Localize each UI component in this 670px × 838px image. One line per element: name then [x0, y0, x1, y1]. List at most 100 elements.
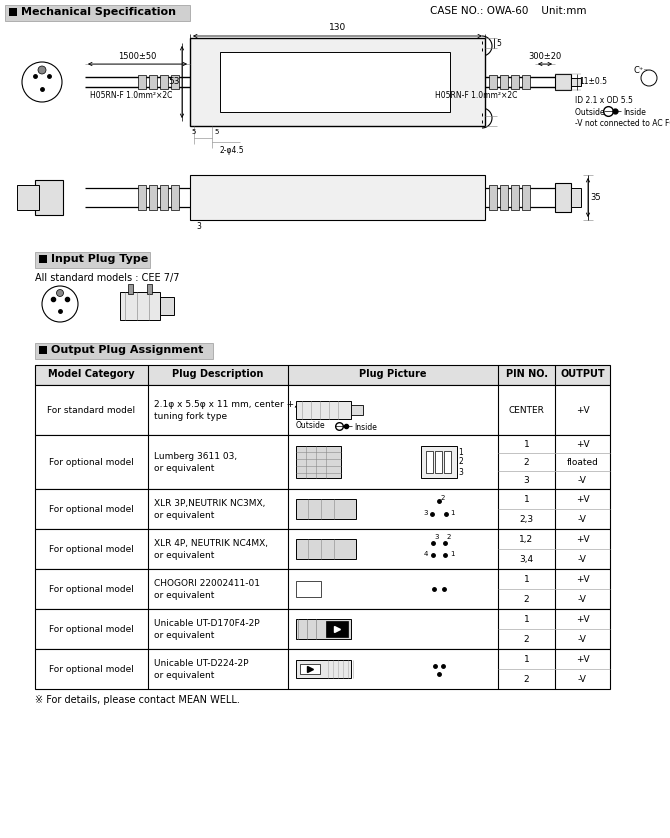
Text: For optional model: For optional model — [49, 584, 134, 593]
Bar — [522, 185, 530, 210]
Bar — [351, 405, 363, 415]
Bar — [555, 74, 571, 90]
Text: 3: 3 — [434, 534, 439, 540]
Text: 1,2: 1,2 — [519, 535, 533, 544]
Text: -V: -V — [578, 515, 587, 524]
Text: or equivalent: or equivalent — [154, 670, 214, 680]
Text: 1: 1 — [524, 494, 529, 504]
Bar — [35, 252, 150, 268]
Text: XLR 4P, NEUTRIK NC4MX,: XLR 4P, NEUTRIK NC4MX, — [154, 539, 268, 547]
Bar — [171, 185, 179, 210]
Text: 35: 35 — [590, 193, 600, 202]
Bar — [160, 297, 174, 315]
Text: 300±20: 300±20 — [529, 52, 561, 61]
Bar — [35, 365, 610, 385]
Text: Unicable UT-D224-2P: Unicable UT-D224-2P — [154, 659, 249, 668]
Text: Outside: Outside — [296, 421, 326, 430]
Text: PIN NO.: PIN NO. — [505, 369, 547, 379]
Bar — [511, 185, 519, 210]
Text: 2: 2 — [524, 634, 529, 644]
Circle shape — [38, 66, 46, 74]
Text: Lumberg 3611 03,: Lumberg 3611 03, — [154, 452, 237, 461]
Text: 1: 1 — [450, 551, 455, 557]
Text: or equivalent: or equivalent — [154, 591, 214, 599]
Bar — [17, 185, 39, 210]
Text: 1: 1 — [524, 614, 529, 623]
Bar — [296, 499, 356, 519]
Text: -V: -V — [578, 594, 587, 603]
Bar — [296, 619, 351, 639]
Text: C⁺⁻: C⁺⁻ — [634, 66, 649, 75]
Text: Input Plug Type: Input Plug Type — [51, 254, 148, 264]
Bar — [571, 188, 581, 207]
Text: 1: 1 — [524, 654, 529, 664]
Text: Plug Description: Plug Description — [172, 369, 264, 379]
Text: 5: 5 — [214, 129, 218, 135]
Text: CHOGORI 22002411-01: CHOGORI 22002411-01 — [154, 578, 260, 587]
Text: 2.1φ x 5.5φ x 11 mm, center +,: 2.1φ x 5.5φ x 11 mm, center +, — [154, 400, 297, 408]
Bar — [35, 489, 610, 529]
Text: Inside: Inside — [623, 108, 646, 117]
Text: -V: -V — [578, 555, 587, 563]
Bar — [300, 664, 320, 674]
Circle shape — [341, 573, 373, 605]
Bar — [220, 52, 450, 112]
Text: +V: +V — [576, 614, 590, 623]
Text: Outside: Outside — [575, 108, 607, 117]
Text: tuning fork type: tuning fork type — [154, 411, 227, 421]
Bar — [555, 183, 571, 212]
Bar — [35, 180, 63, 215]
Bar — [500, 75, 508, 89]
Bar — [571, 78, 581, 86]
Text: Mechanical Specification: Mechanical Specification — [21, 7, 176, 17]
Bar — [128, 284, 133, 294]
Bar — [35, 529, 610, 569]
Text: 53: 53 — [168, 77, 180, 86]
Bar — [39, 255, 47, 263]
Bar — [511, 75, 519, 89]
Text: 3: 3 — [458, 468, 463, 477]
Text: Model Category: Model Category — [48, 369, 135, 379]
Text: 1: 1 — [458, 448, 463, 457]
Text: H05RN-F 1.0mm²×2C: H05RN-F 1.0mm²×2C — [435, 91, 517, 100]
Bar — [444, 451, 451, 473]
Bar — [296, 660, 351, 678]
Text: CENTER: CENTER — [509, 406, 545, 415]
Text: 1: 1 — [524, 575, 529, 583]
Bar — [5, 5, 190, 21]
Text: CASE NO.: OWA-60    Unit:mm: CASE NO.: OWA-60 Unit:mm — [430, 6, 586, 16]
Bar — [138, 185, 146, 210]
Text: -V: -V — [578, 634, 587, 644]
Text: +V: +V — [576, 494, 590, 504]
Bar — [39, 346, 47, 354]
Text: or equivalent: or equivalent — [154, 551, 214, 560]
Bar — [138, 75, 146, 89]
Bar — [426, 451, 433, 473]
Bar — [296, 581, 321, 597]
Bar — [35, 649, 610, 689]
Text: 130: 130 — [329, 23, 346, 32]
Text: +V: +V — [576, 439, 590, 448]
Text: 5: 5 — [191, 129, 196, 135]
Bar — [35, 385, 610, 435]
Text: For optional model: For optional model — [49, 545, 134, 554]
Text: or equivalent: or equivalent — [154, 630, 214, 639]
Text: Output Plug Assignment: Output Plug Assignment — [51, 345, 204, 355]
Bar — [489, 185, 497, 210]
Text: Inside: Inside — [354, 423, 377, 432]
Text: 1500±50: 1500±50 — [119, 52, 157, 61]
Text: 4: 4 — [423, 551, 427, 557]
Bar — [9, 8, 17, 16]
Text: +V: +V — [576, 575, 590, 583]
Text: 1: 1 — [450, 510, 455, 516]
Text: 2: 2 — [440, 495, 445, 501]
Bar — [489, 75, 497, 89]
Text: For optional model: For optional model — [49, 458, 134, 467]
Text: 3: 3 — [196, 222, 201, 231]
Bar — [160, 75, 168, 89]
Text: H05RN-F 1.0mm²×2C: H05RN-F 1.0mm²×2C — [90, 91, 172, 100]
Text: +V: +V — [576, 406, 590, 415]
Bar — [326, 621, 348, 637]
Text: 2: 2 — [524, 458, 529, 467]
Text: For optional model: For optional model — [49, 504, 134, 514]
